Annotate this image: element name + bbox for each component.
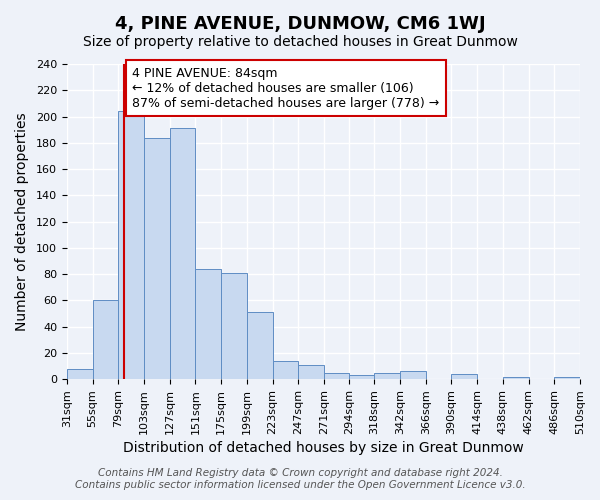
Bar [503, 376, 529, 379]
Bar [324, 372, 349, 379]
Bar [118, 112, 144, 379]
Bar [170, 128, 196, 379]
Bar [92, 300, 118, 379]
X-axis label: Distribution of detached houses by size in Great Dunmow: Distribution of detached houses by size … [123, 441, 524, 455]
Bar [67, 368, 92, 379]
Bar [374, 372, 400, 379]
Y-axis label: Number of detached properties: Number of detached properties [15, 112, 29, 331]
Text: 4 PINE AVENUE: 84sqm
← 12% of detached houses are smaller (106)
87% of semi-deta: 4 PINE AVENUE: 84sqm ← 12% of detached h… [132, 66, 440, 110]
Bar [451, 374, 477, 379]
Text: Size of property relative to detached houses in Great Dunmow: Size of property relative to detached ho… [83, 35, 517, 49]
Bar [221, 273, 247, 379]
Bar [196, 269, 221, 379]
Text: Contains HM Land Registry data © Crown copyright and database right 2024.
Contai: Contains HM Land Registry data © Crown c… [74, 468, 526, 490]
Bar [298, 365, 324, 379]
Text: 4, PINE AVENUE, DUNMOW, CM6 1WJ: 4, PINE AVENUE, DUNMOW, CM6 1WJ [115, 15, 485, 33]
Bar [400, 372, 426, 379]
Bar [349, 376, 374, 379]
Bar [554, 376, 580, 379]
Bar [247, 312, 272, 379]
Bar [144, 138, 170, 379]
Bar [272, 361, 298, 379]
